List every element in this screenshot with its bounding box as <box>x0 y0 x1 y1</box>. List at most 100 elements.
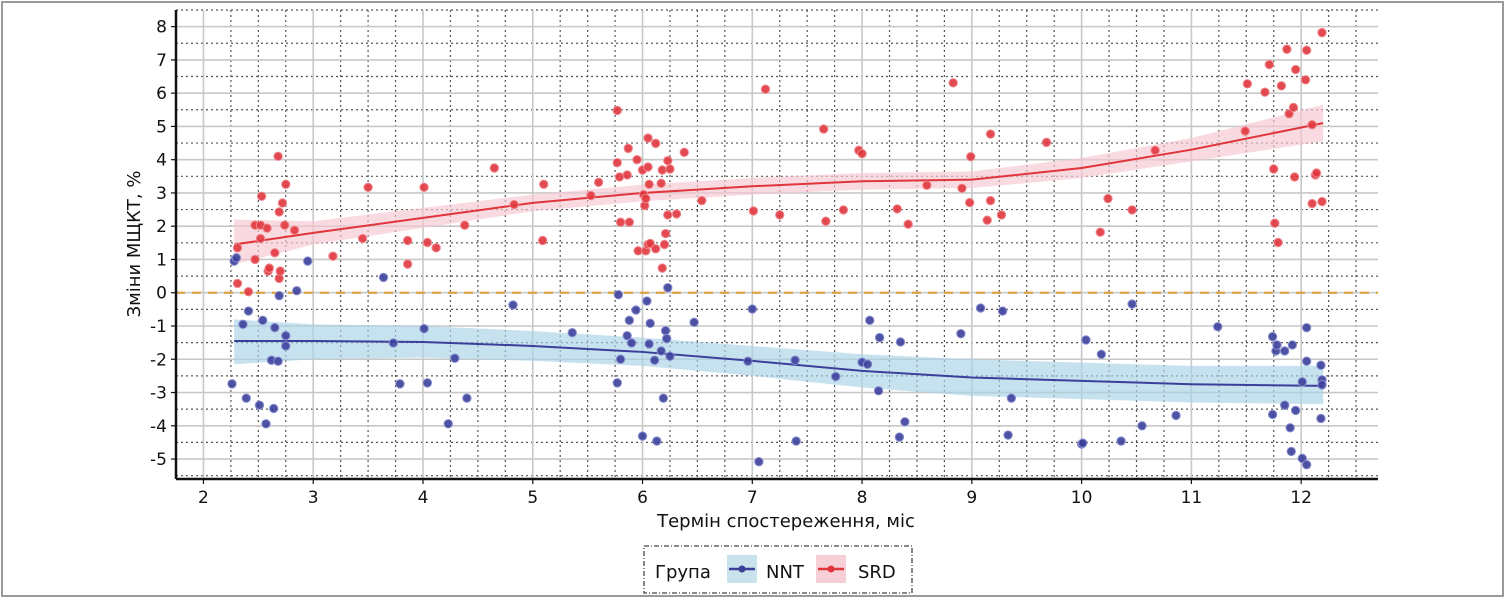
data-point-srd <box>1264 59 1275 70</box>
data-point-srd <box>614 172 625 182</box>
data-point-srd <box>459 220 470 230</box>
x-tick-label: 12 <box>1290 488 1312 508</box>
data-points <box>227 27 1327 470</box>
data-point-srd <box>624 217 635 227</box>
data-point-nnt <box>268 403 279 414</box>
data-point-nnt <box>281 330 291 341</box>
confidence-band-nnt <box>234 319 1324 405</box>
data-point-nnt <box>378 272 389 283</box>
data-point-nnt <box>450 353 460 363</box>
y-tick-label: 0 <box>156 284 167 304</box>
data-point-srd <box>256 191 267 201</box>
data-point-srd <box>1127 205 1137 215</box>
data-point-nnt <box>270 322 280 333</box>
data-point-srd <box>663 155 673 166</box>
data-point-srd <box>775 210 785 220</box>
data-point-nnt <box>1078 438 1088 448</box>
data-point-nnt <box>238 319 248 330</box>
data-point-srd <box>1317 27 1327 38</box>
data-point-srd <box>838 205 849 215</box>
data-point-nnt <box>747 304 758 314</box>
data-point-srd <box>593 177 604 187</box>
y-tick-label: 1 <box>156 250 167 270</box>
data-point-srd <box>857 148 867 159</box>
data-point-srd <box>270 248 280 258</box>
data-point-srd <box>623 143 633 154</box>
data-point-srd <box>1317 196 1327 207</box>
data-point-nnt <box>1137 421 1147 431</box>
data-point-srd <box>985 195 996 206</box>
data-point-nnt <box>241 393 251 403</box>
data-point-srd <box>274 207 284 217</box>
y-tick-label: 5 <box>156 117 167 137</box>
y-tick-label: -3 <box>150 384 167 404</box>
data-point-srd <box>232 243 243 253</box>
x-tick-label: 2 <box>198 488 209 508</box>
data-point-nnt <box>754 457 764 467</box>
data-point-srd <box>651 244 661 254</box>
legend-label-srd: SRD <box>858 562 896 583</box>
data-point-srd <box>903 219 913 229</box>
data-point-srd <box>643 133 653 143</box>
data-point-nnt <box>261 419 271 429</box>
data-point-nnt <box>567 327 577 338</box>
data-point-nnt <box>508 300 518 310</box>
data-point-srd <box>328 251 338 261</box>
data-point-nnt <box>652 436 662 446</box>
data-point-srd <box>697 195 707 206</box>
data-point-srd <box>892 204 902 214</box>
data-point-nnt <box>1267 331 1278 342</box>
data-point-srd <box>1041 137 1052 148</box>
legend: Група NNT SRD <box>643 545 913 594</box>
x-ticks: 2 3 4 5 6 7 8 9 10 11 12 <box>198 479 1312 508</box>
data-point-srd <box>402 259 413 269</box>
data-point-nnt <box>1297 453 1307 464</box>
data-point-nnt <box>303 256 313 266</box>
data-point-nnt <box>388 338 399 348</box>
data-point-nnt <box>1267 409 1278 420</box>
y-tick-label: 6 <box>156 84 167 104</box>
data-point-nnt <box>975 303 986 313</box>
y-tick-label: -5 <box>150 450 167 470</box>
data-point-nnt <box>791 436 801 446</box>
data-point-srd <box>279 220 290 230</box>
data-point-nnt <box>243 306 254 316</box>
y-tick-label: 2 <box>156 217 167 237</box>
data-point-srd <box>957 183 967 193</box>
x-tick-label: 10 <box>1071 488 1093 508</box>
data-point-srd <box>419 182 429 192</box>
data-point-nnt <box>1272 340 1282 350</box>
x-tick-label: 7 <box>747 488 758 508</box>
x-tick-label: 4 <box>418 488 429 508</box>
data-point-nnt <box>622 330 632 341</box>
legend-label-nnt: NNT <box>766 562 805 583</box>
data-point-srd <box>748 206 759 216</box>
data-point-nnt <box>443 419 453 429</box>
data-point-nnt <box>644 339 654 349</box>
y-tick-label: -1 <box>150 317 167 337</box>
data-point-srd <box>1307 120 1317 130</box>
data-point-srd <box>1095 227 1105 237</box>
data-point-srd <box>665 164 675 174</box>
data-point-nnt <box>1279 346 1290 356</box>
data-point-srd <box>1300 75 1311 85</box>
data-point-srd <box>657 165 667 175</box>
data-point-srd <box>277 198 288 208</box>
data-point-srd <box>660 228 671 239</box>
data-point-srd <box>275 266 285 276</box>
data-point-srd <box>651 138 661 149</box>
data-point-srd <box>281 179 291 189</box>
y-tick-label: 8 <box>156 18 167 38</box>
data-point-nnt <box>997 306 1008 316</box>
data-point-srd <box>1150 145 1160 156</box>
y-ticks: 8 7 6 5 4 3 2 1 0 -1 -2 -3 -4 -5 <box>150 18 176 470</box>
data-point-nnt <box>660 325 671 336</box>
data-point-nnt <box>656 346 666 356</box>
data-point-nnt <box>1171 410 1181 421</box>
data-point-srd <box>232 278 243 289</box>
data-point-srd <box>922 180 932 190</box>
data-point-nnt <box>689 317 699 328</box>
data-point-srd <box>659 239 670 250</box>
data-point-nnt <box>873 386 884 396</box>
data-point-nnt <box>895 337 906 347</box>
